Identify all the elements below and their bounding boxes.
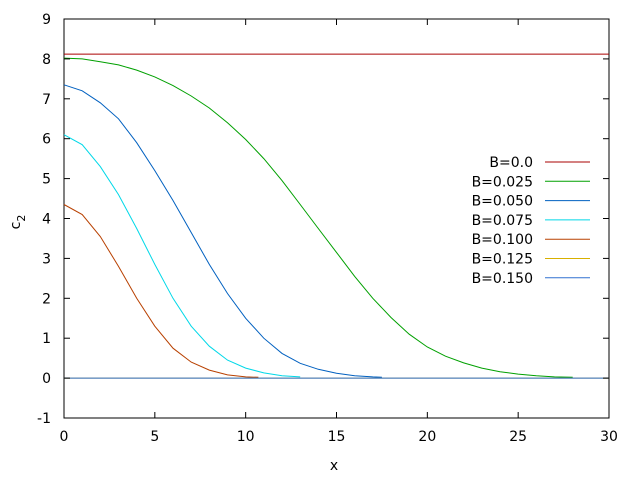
series-line bbox=[63, 134, 301, 378]
legend-entry: B=0.0 bbox=[489, 155, 533, 171]
x-tick-label: 20 bbox=[418, 429, 436, 445]
legend-entry: B=0.150 bbox=[472, 271, 533, 287]
legend-entry: B=0.050 bbox=[472, 194, 533, 210]
y-axis-label: c2 bbox=[8, 215, 28, 230]
x-tick-label: 0 bbox=[60, 429, 69, 445]
legend-entry: B=0.125 bbox=[472, 252, 533, 268]
x-tick-label: 30 bbox=[600, 429, 618, 445]
series-line bbox=[63, 57, 573, 378]
series-line bbox=[63, 204, 259, 378]
x-tick-label: 25 bbox=[509, 429, 527, 445]
x-tick-label: 15 bbox=[328, 429, 346, 445]
y-tick-label: 0 bbox=[42, 371, 51, 387]
y-tick-label: 8 bbox=[42, 52, 51, 68]
legend-entry: B=0.075 bbox=[472, 213, 533, 229]
y-tick-label: 9 bbox=[42, 12, 51, 28]
y-tick-label: 2 bbox=[42, 291, 51, 307]
y-tick-label: 3 bbox=[42, 251, 51, 267]
series-line bbox=[63, 84, 382, 378]
y-axis-label-subscript: 2 bbox=[15, 215, 28, 222]
y-tick-label: 7 bbox=[42, 92, 51, 108]
series-curves bbox=[63, 53, 609, 379]
y-tick-label: 5 bbox=[42, 172, 51, 188]
axes: 0 5 10 15 20 25 30 -1 0 1 2 3 4 5 6 7 8 9 bbox=[37, 12, 618, 445]
y-tick-label: -1 bbox=[37, 411, 51, 427]
legend-entry: B=0.100 bbox=[472, 232, 533, 248]
x-axis-label: x bbox=[330, 458, 338, 474]
x-tick-label: 10 bbox=[237, 429, 255, 445]
y-tick-label: 4 bbox=[42, 212, 51, 228]
y-tick-label: 1 bbox=[42, 331, 51, 347]
y-tick-label: 6 bbox=[42, 132, 51, 148]
legend-entry: B=0.025 bbox=[472, 174, 533, 190]
legend: B=0.0 B=0.025 B=0.050 B=0.075 B=0.100 B=0.125… bbox=[472, 155, 590, 287]
x-tick-label: 5 bbox=[150, 429, 159, 445]
y-axis-label-main: c bbox=[8, 222, 24, 230]
